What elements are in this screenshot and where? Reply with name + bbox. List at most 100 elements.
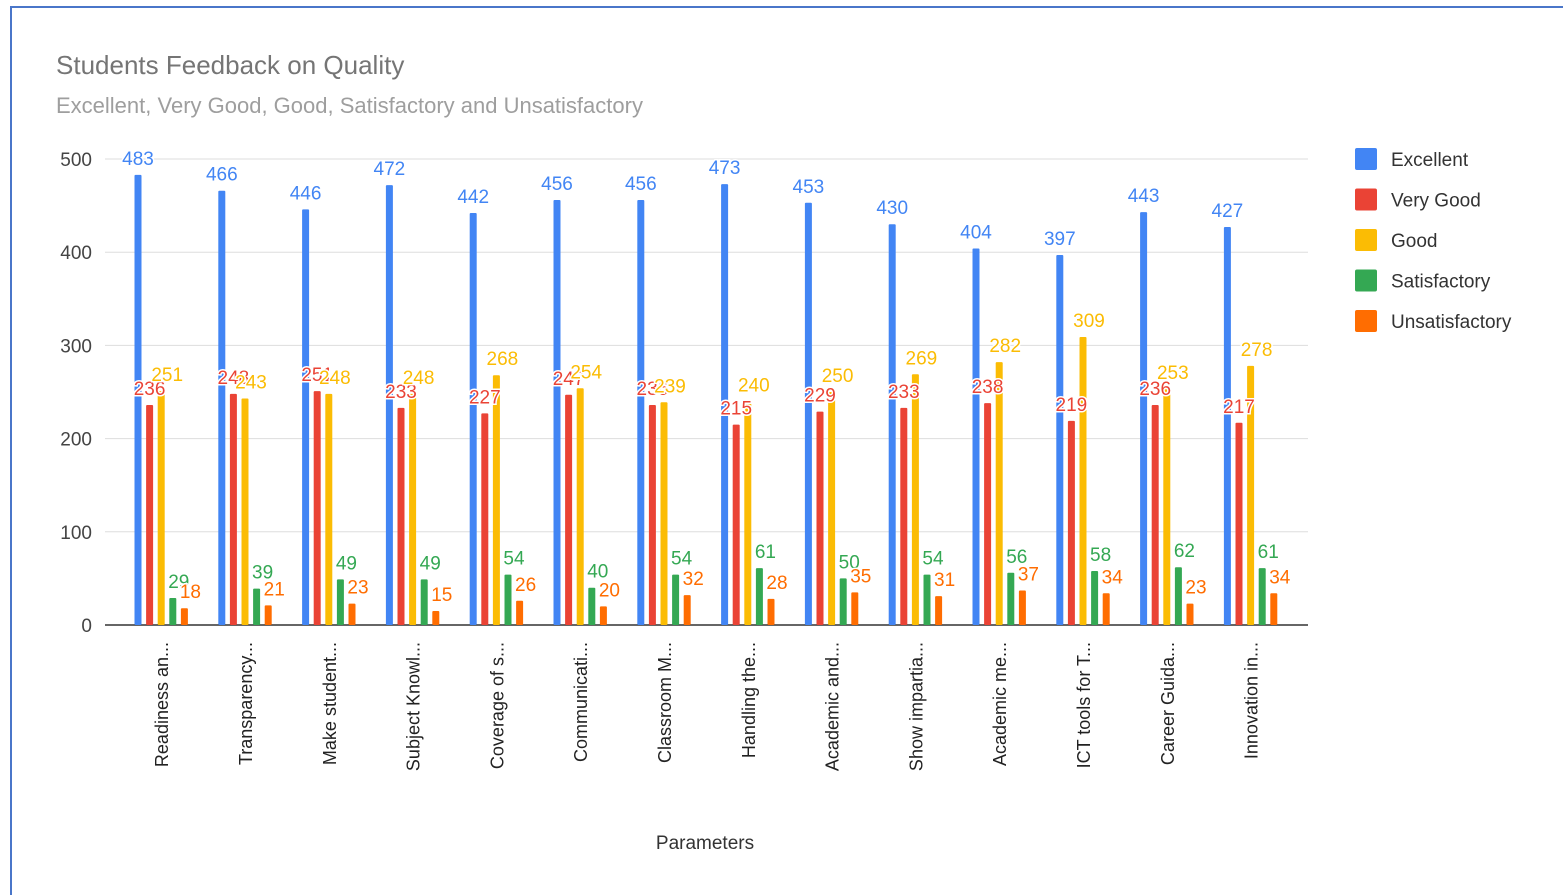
- bar-satisfactory[interactable]: [1007, 572, 1015, 625]
- legend-item-good[interactable]: Good: [1355, 229, 1437, 252]
- data-label: 240: [738, 375, 770, 396]
- bar-excellent[interactable]: [1056, 254, 1064, 625]
- category-label: Career Guida...: [1158, 642, 1178, 765]
- bar-satisfactory[interactable]: [420, 579, 428, 625]
- bar-unsatisfactory[interactable]: [348, 603, 356, 625]
- bar-good[interactable]: [157, 391, 165, 625]
- bar-good[interactable]: [660, 402, 668, 625]
- bar-good[interactable]: [241, 398, 249, 625]
- bar-satisfactory[interactable]: [1091, 570, 1099, 625]
- data-label: 278: [1241, 340, 1273, 361]
- bar-unsatisfactory[interactable]: [935, 596, 943, 625]
- bar-excellent[interactable]: [134, 174, 142, 625]
- legend[interactable]: Excellent Very Good Good Satisfactory Unsati…: [1355, 148, 1512, 333]
- bar-satisfactory[interactable]: [839, 578, 847, 625]
- bar-good[interactable]: [1163, 389, 1171, 625]
- bar-good[interactable]: [995, 362, 1003, 625]
- bar-satisfactory[interactable]: [1258, 568, 1266, 625]
- bar-very-good[interactable]: [397, 407, 405, 625]
- bar-excellent[interactable]: [972, 248, 980, 626]
- bar-good[interactable]: [409, 393, 417, 625]
- bar-good[interactable]: [911, 374, 919, 625]
- bar-excellent[interactable]: [218, 190, 226, 626]
- bar-excellent[interactable]: [888, 224, 896, 626]
- bar-unsatisfactory[interactable]: [851, 592, 859, 625]
- bar-satisfactory[interactable]: [755, 568, 763, 625]
- bar-good[interactable]: [576, 388, 584, 625]
- bar-unsatisfactory[interactable]: [599, 606, 607, 625]
- data-label: 443: [1128, 186, 1160, 207]
- bar-unsatisfactory[interactable]: [516, 600, 524, 625]
- bar-unsatisfactory[interactable]: [767, 598, 775, 625]
- bar-very-good[interactable]: [732, 424, 740, 625]
- data-label: 15: [431, 585, 452, 606]
- bar-very-good[interactable]: [1067, 420, 1075, 625]
- bar-satisfactory[interactable]: [923, 574, 931, 625]
- bar-unsatisfactory[interactable]: [1102, 593, 1110, 625]
- legend-item-very-good[interactable]: Very Good: [1355, 188, 1481, 212]
- bar-excellent[interactable]: [385, 185, 393, 625]
- data-label: 227: [469, 387, 501, 408]
- bar-very-good[interactable]: [313, 391, 321, 625]
- bar-unsatisfactory[interactable]: [1018, 590, 1026, 625]
- bar-satisfactory[interactable]: [1174, 567, 1182, 625]
- y-tick-label: 100: [60, 523, 92, 544]
- bar-very-good[interactable]: [1151, 405, 1159, 625]
- bar-good[interactable]: [1247, 365, 1255, 625]
- bar-satisfactory[interactable]: [253, 588, 261, 625]
- bar-good[interactable]: [828, 392, 836, 625]
- bar-excellent[interactable]: [721, 184, 729, 625]
- bar-satisfactory[interactable]: [588, 587, 596, 625]
- bar-good[interactable]: [325, 393, 333, 625]
- bar-satisfactory[interactable]: [504, 574, 512, 625]
- bar-very-good[interactable]: [565, 394, 573, 625]
- bar-excellent[interactable]: [302, 209, 310, 625]
- bar-satisfactory[interactable]: [169, 597, 177, 625]
- data-label: 282: [989, 336, 1021, 357]
- bar-good[interactable]: [492, 375, 500, 625]
- legend-item-excellent[interactable]: Excellent: [1355, 148, 1469, 171]
- bar-good[interactable]: [1079, 337, 1087, 625]
- bar-very-good[interactable]: [648, 405, 656, 625]
- bar-unsatisfactory[interactable]: [1186, 603, 1194, 625]
- bar-excellent[interactable]: [804, 202, 812, 625]
- data-label: 56: [1006, 547, 1027, 568]
- bar-very-good[interactable]: [900, 407, 908, 625]
- bar-very-good[interactable]: [481, 413, 489, 625]
- legend-item-unsatisfactory[interactable]: Unsatisfactory: [1355, 310, 1512, 333]
- legend-item-satisfactory[interactable]: Satisfactory: [1355, 269, 1491, 293]
- bar-satisfactory[interactable]: [672, 574, 680, 625]
- bar-very-good[interactable]: [229, 393, 237, 625]
- bar-excellent[interactable]: [1140, 212, 1148, 625]
- data-label: 54: [671, 549, 693, 570]
- data-label: 404: [960, 222, 992, 243]
- bar-unsatisfactory[interactable]: [264, 605, 272, 625]
- bar-very-good[interactable]: [984, 403, 992, 625]
- bar-unsatisfactory[interactable]: [180, 608, 188, 625]
- data-label: 483: [122, 149, 154, 170]
- bar-excellent[interactable]: [1223, 227, 1231, 625]
- data-label: 49: [420, 553, 441, 574]
- category-label: Subject Knowl...: [404, 642, 424, 771]
- bar-excellent[interactable]: [553, 200, 561, 625]
- bar-very-good[interactable]: [146, 405, 154, 625]
- legend-swatch: [1355, 148, 1377, 170]
- category-label: Classroom M...: [655, 642, 675, 763]
- bar-very-good[interactable]: [1235, 422, 1243, 625]
- bar-excellent[interactable]: [637, 200, 645, 625]
- data-label: 446: [290, 183, 322, 204]
- legend-swatch: [1355, 269, 1377, 292]
- y-tick-label: 200: [60, 430, 92, 451]
- bars: [134, 174, 1278, 626]
- bar-good[interactable]: [744, 401, 752, 625]
- bar-unsatisfactory[interactable]: [683, 595, 691, 625]
- bar-very-good[interactable]: [816, 411, 824, 625]
- bar-unsatisfactory[interactable]: [1270, 593, 1278, 625]
- data-label: 58: [1090, 545, 1111, 566]
- data-label: 430: [876, 198, 908, 219]
- data-label: 236: [134, 379, 166, 400]
- data-label: 21: [264, 579, 285, 600]
- bar-excellent[interactable]: [469, 213, 477, 625]
- bar-satisfactory[interactable]: [336, 579, 344, 625]
- bar-unsatisfactory[interactable]: [432, 611, 440, 625]
